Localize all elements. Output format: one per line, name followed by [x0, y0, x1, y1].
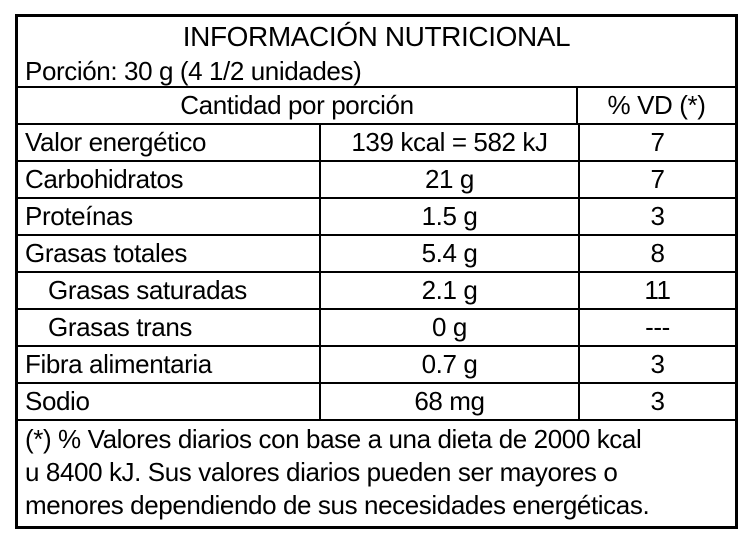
footnote-line: (*) % Valores diarios con base a una die…	[25, 424, 642, 454]
footnote-line: menores dependiendo de sus necesidades e…	[25, 490, 650, 520]
nutrient-row: Grasas saturadas 2.1 g 11	[18, 273, 735, 310]
nutrient-amount: 0.7 g	[321, 347, 580, 382]
nutrient-amount: 0 g	[321, 310, 580, 345]
nutrient-row: Valor energético 139 kcal = 582 kJ 7	[18, 125, 735, 162]
nutrient-daily-value: 11	[644, 275, 671, 305]
nutrient-row: Sodio 68 mg 3	[18, 384, 735, 421]
nutrient-amount: 139 kcal = 582 kJ	[321, 125, 580, 160]
nutrient-name: Grasas saturadas	[18, 273, 321, 308]
table-header-block: INFORMACIÓN NUTRICIONAL Porción: 30 g (4…	[18, 17, 735, 88]
nutrient-row: Proteínas 1.5 g 3	[18, 199, 735, 236]
nutrient-daily-value: 3	[650, 349, 665, 379]
nutrient-row: Carbohidratos 21 g 7	[18, 162, 735, 199]
nutrient-name: Grasas totales	[18, 236, 321, 271]
nutrient-daily-value: 7	[650, 164, 665, 194]
nutrient-name: Carbohidratos	[18, 162, 321, 197]
nutrient-amount: 1.5 g	[321, 199, 580, 234]
amount-column-header: Cantidad por porción	[18, 88, 578, 123]
nutrient-name: Sodio	[18, 384, 321, 419]
nutrient-amount: 68 mg	[321, 384, 580, 419]
nutrient-amount: 5.4 g	[321, 236, 580, 271]
nutrient-daily-value: 3	[650, 201, 665, 231]
footnote: (*) % Valores diarios con base a una die…	[18, 421, 735, 526]
nutrient-row: Grasas trans 0 g ---	[18, 310, 735, 347]
column-header-row: Cantidad por porción % VD (*)	[18, 88, 735, 125]
nutrition-facts-table: INFORMACIÓN NUTRICIONAL Porción: 30 g (4…	[15, 14, 738, 529]
nutrient-name: Grasas trans	[18, 310, 321, 345]
nutrient-daily-value: 3	[650, 386, 665, 416]
nutrient-amount: 21 g	[321, 162, 580, 197]
footnote-line: u 8400 kJ. Sus valores diarios pueden se…	[25, 457, 618, 487]
nutrient-name: Proteínas	[18, 199, 321, 234]
nutrient-row: Fibra alimentaria 0.7 g 3	[18, 347, 735, 384]
nutrient-amount: 2.1 g	[321, 273, 580, 308]
nutrient-daily-value: 7	[650, 127, 665, 157]
nutrient-daily-value: ---	[645, 312, 670, 342]
nutrient-daily-value: 8	[650, 238, 665, 268]
nutrient-rows: Valor energético 139 kcal = 582 kJ 7 Car…	[18, 125, 735, 421]
portion-info: Porción: 30 g (4 1/2 unidades)	[25, 56, 362, 86]
nutrient-row: Grasas totales 5.4 g 8	[18, 236, 735, 273]
nutrient-name: Fibra alimentaria	[18, 347, 321, 382]
label-title: INFORMACIÓN NUTRICIONAL	[182, 21, 571, 52]
nutrient-name: Valor energético	[18, 125, 321, 160]
daily-value-column-header: % VD (*)	[607, 90, 706, 120]
